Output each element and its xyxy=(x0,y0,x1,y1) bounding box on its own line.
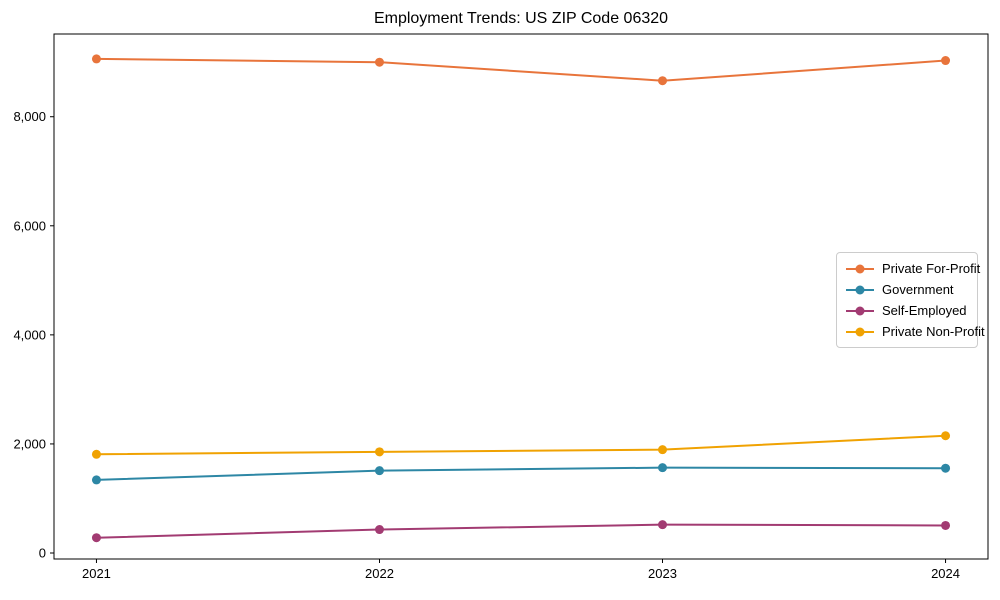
legend-item: Self-Employed xyxy=(845,300,969,321)
legend-item: Private Non-Profit xyxy=(845,321,985,342)
x-tick-label: 2021 xyxy=(82,566,111,581)
series-line-government xyxy=(96,466,946,481)
series-marker-private-non-profit xyxy=(91,449,101,459)
y-tick-label: 4,000 xyxy=(13,327,46,342)
legend-line-marker-icon xyxy=(846,327,874,336)
series-marker-government xyxy=(941,463,951,473)
legend-label: Government xyxy=(882,282,954,297)
x-tick-label: 2023 xyxy=(648,566,677,581)
series-marker-private-for-profit xyxy=(658,76,668,86)
y-tick-label: 2,000 xyxy=(13,436,46,451)
chart-legend: Private For-Profit Government Self-Employe… xyxy=(836,252,985,348)
legend-label: Private Non-Profit xyxy=(882,324,985,339)
legend-line-marker-icon xyxy=(846,285,874,294)
series-marker-government xyxy=(658,463,668,473)
series-marker-government xyxy=(374,466,384,476)
series-marker-self-employed xyxy=(374,525,384,535)
series-marker-private-non-profit xyxy=(374,447,384,457)
series-line-private-non-profit xyxy=(96,434,946,456)
series-marker-self-employed xyxy=(941,520,951,530)
series-marker-private-for-profit xyxy=(374,57,384,67)
legend-item: Private For-Profit xyxy=(845,258,980,279)
series-marker-private-non-profit xyxy=(941,431,951,441)
series-marker-private-non-profit xyxy=(658,445,668,455)
x-tick-label: 2024 xyxy=(931,566,960,581)
legend-label: Private For-Profit xyxy=(882,261,981,276)
legend-label: Self-Employed xyxy=(882,303,967,318)
series-marker-private-for-profit xyxy=(91,54,101,64)
y-tick-label: 0 xyxy=(39,546,46,561)
series-line-private-for-profit xyxy=(96,57,946,82)
legend-item: Government xyxy=(845,279,969,300)
y-tick-label: 6,000 xyxy=(13,218,46,233)
series-marker-self-employed xyxy=(658,520,668,530)
series-marker-self-employed xyxy=(91,533,101,543)
series-marker-government xyxy=(91,475,101,485)
y-tick-label: 8,000 xyxy=(13,109,46,124)
series-line-self-employed xyxy=(96,523,946,539)
series-marker-private-for-profit xyxy=(941,56,951,66)
legend-line-marker-icon xyxy=(846,306,874,315)
axes-spines xyxy=(53,33,989,560)
legend-line-marker-icon xyxy=(846,264,874,273)
x-tick-label: 2022 xyxy=(365,566,394,581)
chart-title: Employment Trends: US ZIP Code 06320 xyxy=(373,10,669,27)
